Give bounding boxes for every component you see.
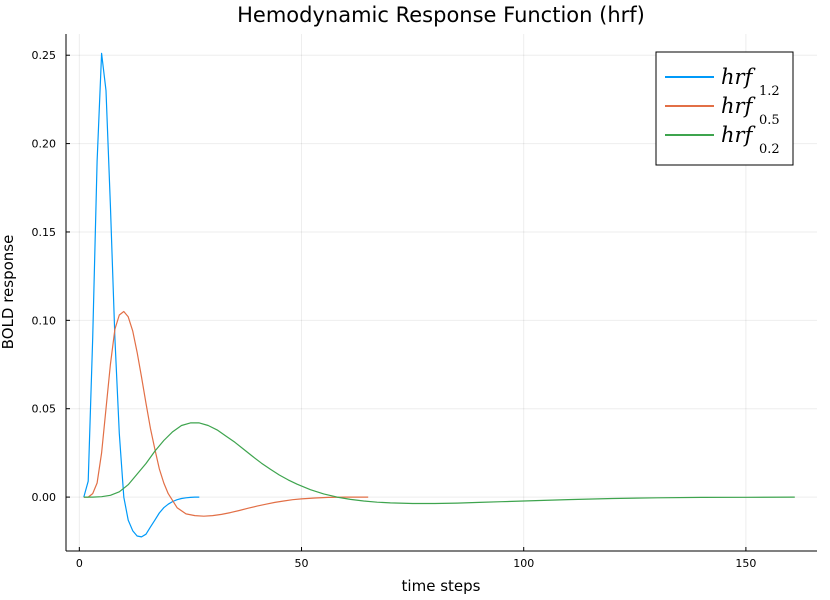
y-tick-label: 0.25 — [32, 49, 57, 62]
tick-labels: 0 50 100 150 0.00 0.05 0.10 0.15 0.20 0.25 — [32, 49, 757, 570]
x-axis-label: time steps — [402, 577, 481, 595]
legend-subscript: 0.2 — [759, 142, 780, 157]
x-tick-label: 50 — [295, 557, 309, 570]
y-tick-label: 0.10 — [32, 314, 57, 327]
y-tick-label: 0.00 — [32, 491, 57, 504]
y-axis-label: BOLD response — [0, 235, 17, 350]
y-tick-label: 0.05 — [32, 403, 57, 416]
data-series — [83, 52, 795, 538]
legend-subscript: 1.2 — [759, 84, 780, 99]
x-tick-label: 0 — [76, 557, 83, 570]
y-tick-label: 0.15 — [32, 226, 57, 239]
x-tick-label: 150 — [735, 557, 756, 570]
legend-entry: hrf — [721, 123, 756, 147]
series-line-0-2 — [83, 422, 795, 505]
y-tick-label: 0.20 — [32, 138, 57, 151]
legend-subscript: 0.5 — [759, 113, 780, 128]
x-tick-label: 100 — [513, 557, 534, 570]
series-line-0-5 — [83, 310, 369, 517]
legend-entry: hrf — [721, 65, 756, 89]
chart-title: Hemodynamic Response Function (hrf) — [237, 3, 645, 27]
legend-entry: hrf — [721, 94, 756, 118]
axes — [65, 34, 817, 552]
series-line-1-2 — [83, 52, 200, 538]
legend-box — [655, 51, 794, 166]
